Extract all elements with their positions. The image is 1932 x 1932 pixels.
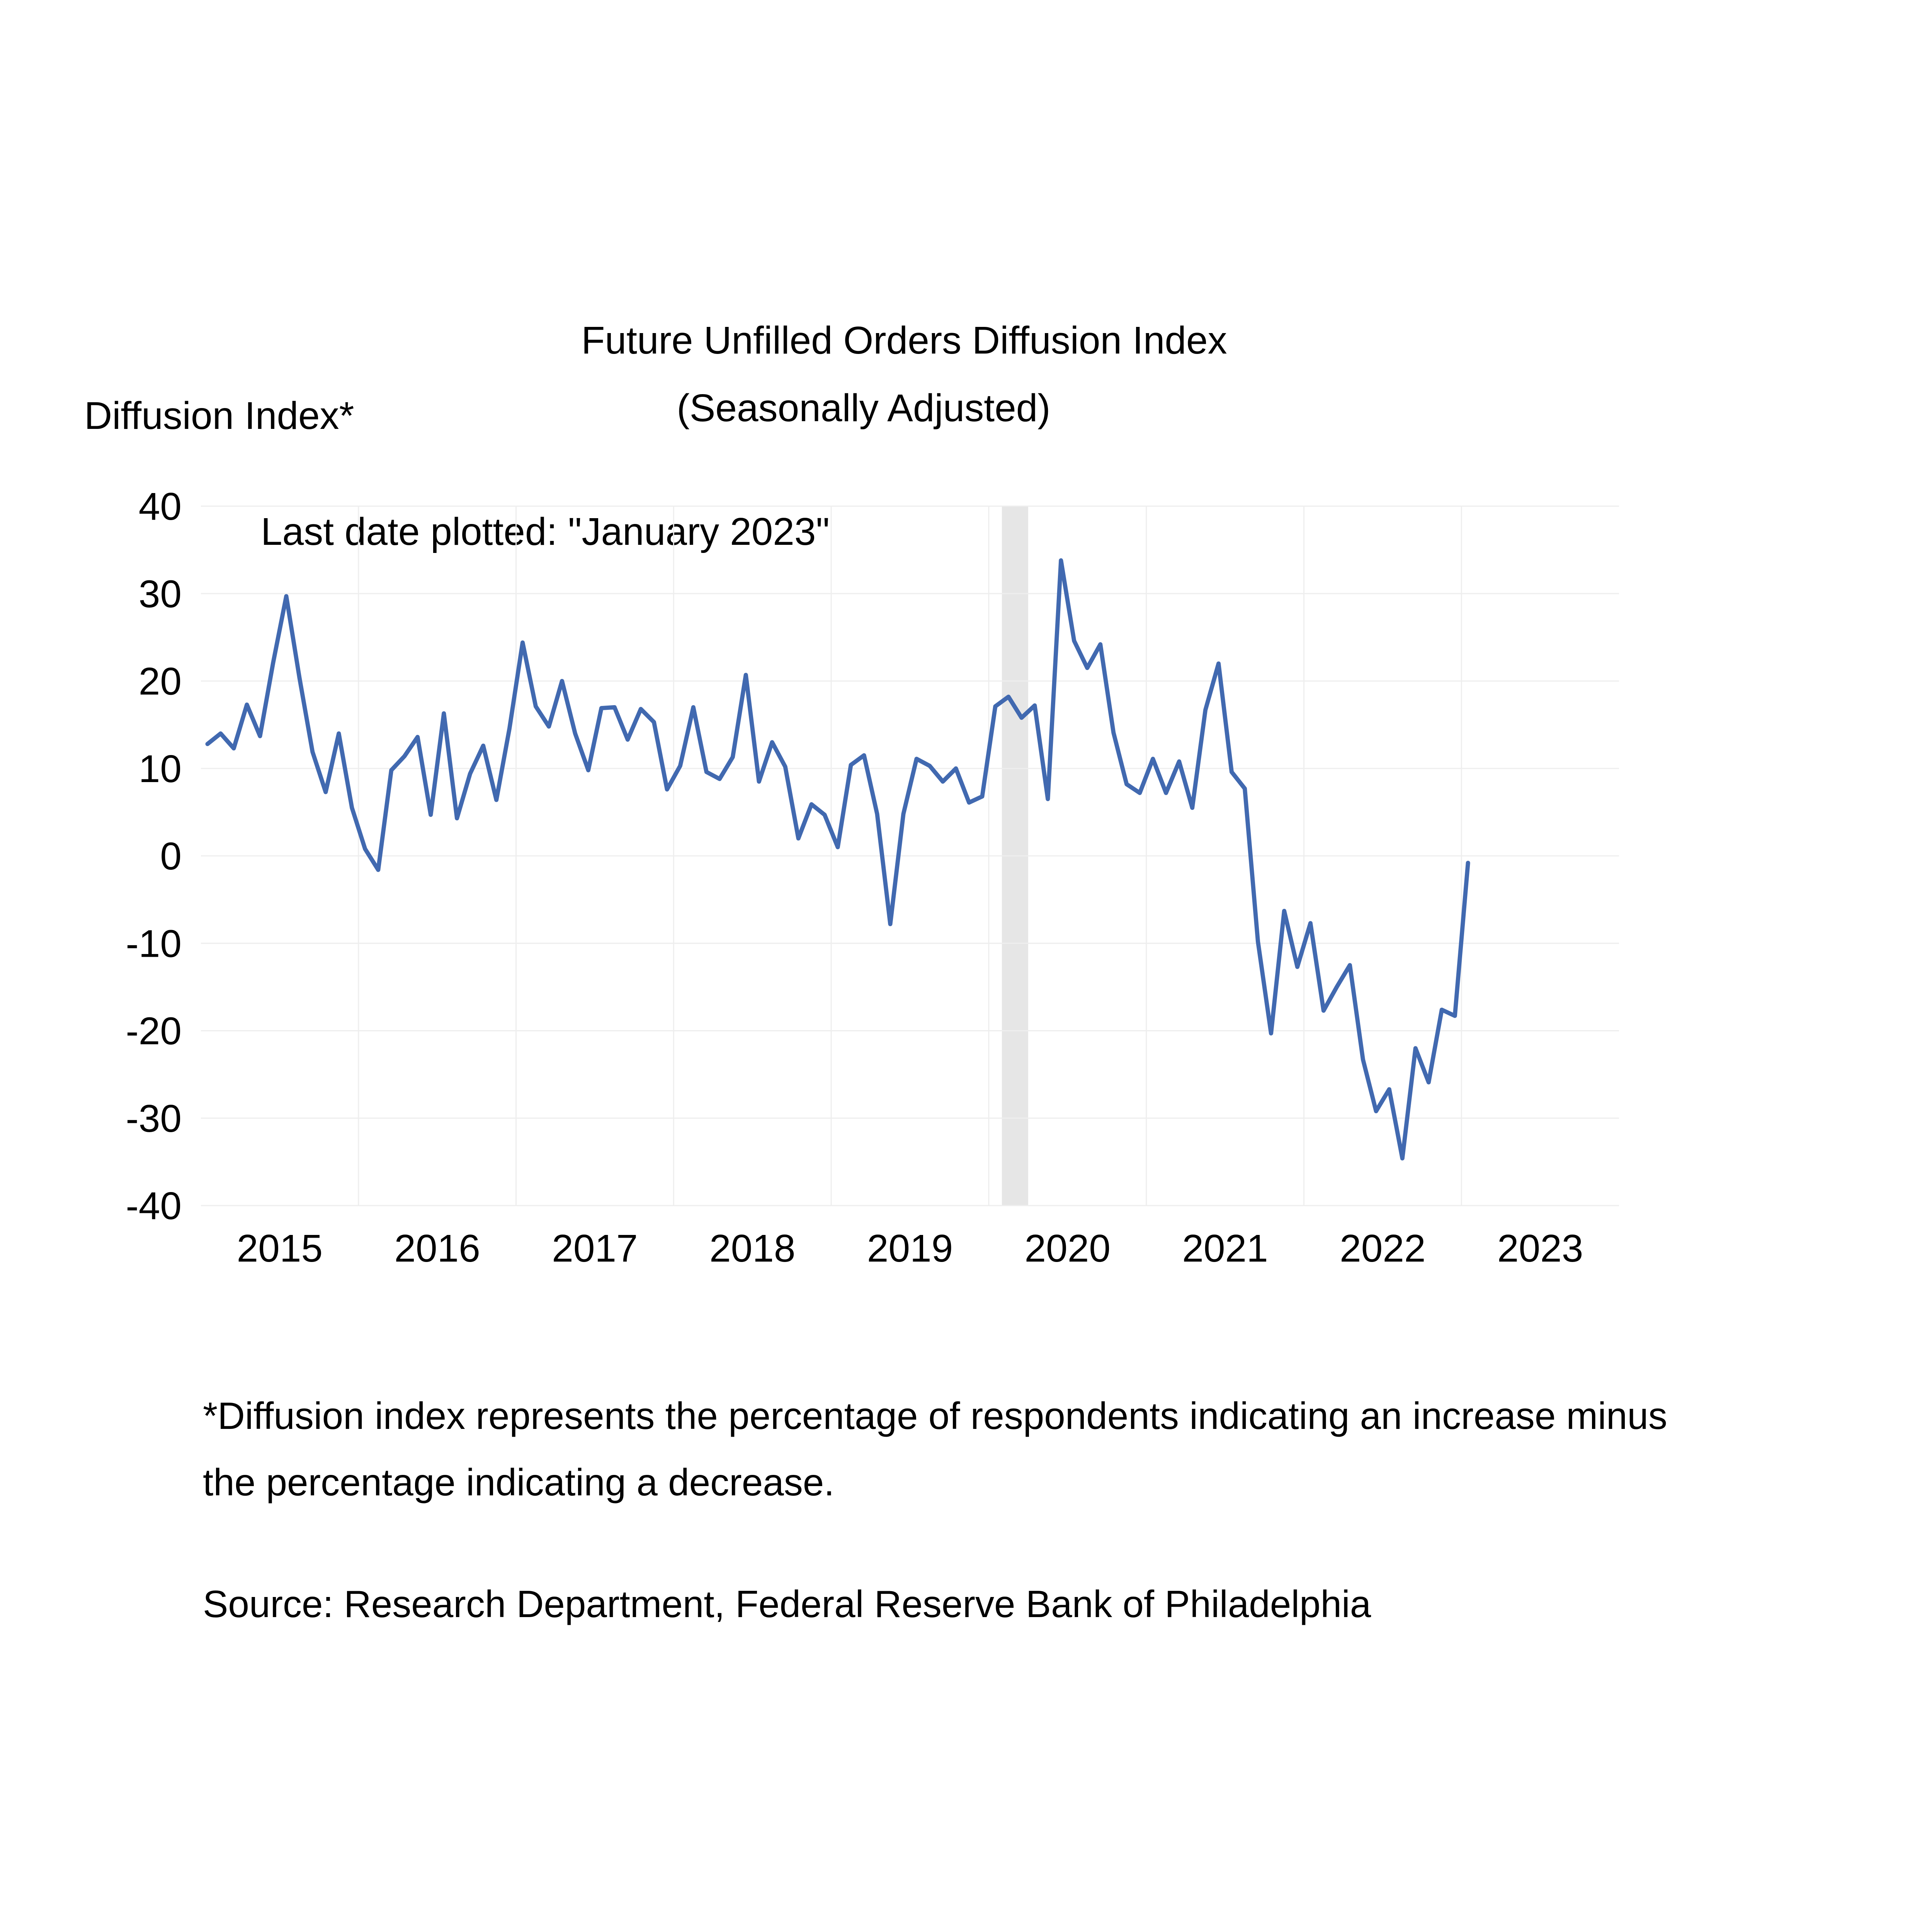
y-tick-label: -30 [126,1097,182,1140]
data-point [811,804,812,805]
data-point [942,781,943,782]
y-tick-label: 30 [139,572,182,616]
x-tick-label: 2023 [1497,1227,1583,1270]
x-tick-label: 2017 [552,1227,638,1270]
x-tick-label: 2020 [1025,1227,1111,1270]
data-point [522,642,523,643]
footnote-line-2: the percentage indicating a decrease. [203,1461,835,1503]
y-tick-label: -10 [126,922,182,965]
data-point [338,733,339,734]
data-point [378,869,379,870]
data-point [207,743,208,744]
footnote-line-1: *Diffusion index represents the percenta… [203,1395,1667,1437]
data-point [1034,705,1035,706]
source-note: Source: Research Department, Federal Res… [203,1583,1371,1625]
data-point [1323,1010,1324,1011]
last-date-annotation: Last date plotted: "January 2023" [261,510,830,553]
data-point [1205,709,1206,710]
series-line [205,558,1470,1161]
x-tick-label: 2015 [237,1227,323,1270]
data-point [1336,986,1337,987]
data-point [561,681,562,682]
data-point [1008,696,1009,697]
data-point [1297,966,1298,967]
data-point [890,923,891,924]
data-point [404,756,405,757]
y-tick-label: 0 [160,835,182,878]
x-tick-label: 2018 [709,1227,795,1270]
data-point [653,722,654,723]
data-point [903,813,904,814]
data-point [233,748,234,749]
data-point [1270,1033,1271,1034]
data-point [785,766,786,767]
data-point [995,706,996,707]
x-tick-label: 2016 [394,1227,480,1270]
data-point [1218,663,1219,664]
data-point [1100,644,1101,645]
data-point [929,765,930,766]
x-tick-label: 2022 [1340,1227,1425,1270]
data-point [798,838,799,839]
data-point [627,739,628,740]
data-point [1454,1015,1455,1016]
data-point [1441,1009,1442,1010]
y-tick-label: 10 [139,747,182,791]
data-point [982,796,983,797]
data-point [601,708,602,709]
data-point [496,799,497,800]
chart-title: Future Unfilled Orders Diffusion Index [581,319,1227,362]
y-axis-label: Diffusion Index* [84,394,354,437]
data-point [1113,732,1114,733]
data-point [470,773,471,774]
data-point [483,745,484,746]
y-tick-label: -40 [126,1184,182,1228]
data-point [1258,941,1259,942]
data-point [1428,1082,1429,1083]
data-point [325,792,326,793]
y-tick-label: 20 [139,660,182,703]
data-point [1402,1158,1403,1159]
data-point [1415,1048,1416,1049]
y-tick-label: 40 [139,485,182,528]
data-point [273,662,274,663]
data-point [220,733,221,734]
data-point [299,677,300,678]
data-point [417,736,418,737]
chart-subtitle: (Seasonally Adjusted) [677,386,1050,430]
data-point [1349,965,1350,966]
x-tick-label: 2019 [867,1227,953,1270]
data-point [1074,640,1075,641]
data-point [509,728,510,729]
data-point [1362,1059,1363,1060]
y-tick-label: -20 [126,1010,182,1053]
data-point [1179,761,1180,762]
data-point [877,813,878,814]
data-point [286,596,287,597]
x-tick-label: 2021 [1182,1227,1268,1270]
